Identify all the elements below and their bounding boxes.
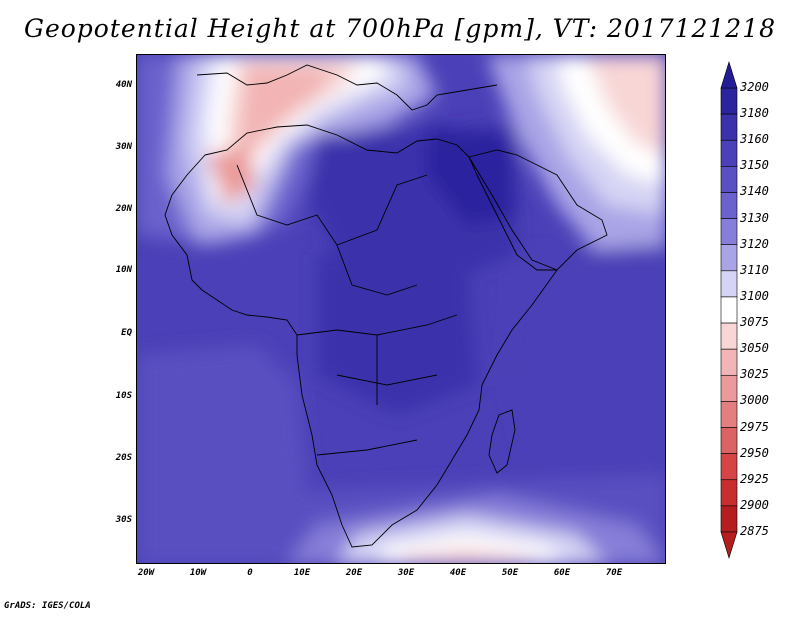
colorbar-label: 3050 xyxy=(740,341,769,356)
colorbar-segment xyxy=(720,296,738,324)
colorbar-segment xyxy=(720,113,738,141)
colorbar-bottom-arrow xyxy=(720,531,738,560)
lat-label-eq: EQ xyxy=(121,328,132,338)
contour-fill-layer xyxy=(137,55,665,563)
colorbar-label: 3200 xyxy=(740,80,769,94)
colorbar-label: 3100 xyxy=(740,288,769,303)
colorbar-segment xyxy=(720,218,738,246)
africa-coastline xyxy=(164,124,558,548)
colorbar-label: 3180 xyxy=(740,106,769,121)
lat-label-10n: 10N xyxy=(115,265,132,275)
lat-label-20s: 20S xyxy=(115,453,132,463)
lat-label-40n: 40N xyxy=(115,80,132,90)
colorbar-label: 3110 xyxy=(740,262,769,277)
colorbar-segment xyxy=(720,244,738,272)
lon-label-20w: 20W xyxy=(137,568,155,578)
colorbar-segment xyxy=(720,166,738,193)
lat-label-30s: 30S xyxy=(115,515,132,525)
lat-label-30n: 30N xyxy=(115,142,132,152)
lon-label-50e: 50E xyxy=(501,568,519,578)
colorbar-label: 3140 xyxy=(740,184,769,199)
colorbar-top-arrow xyxy=(720,60,738,89)
colorbar-label: 2950 xyxy=(740,445,769,460)
colorbar-label: 2925 xyxy=(740,471,769,486)
colorbar-segment xyxy=(720,374,738,402)
colorbar-segment xyxy=(720,322,738,350)
colorbar-segment xyxy=(720,401,738,428)
colorbar-label: 3075 xyxy=(740,315,769,330)
lon-label-40e: 40E xyxy=(449,568,467,578)
grads-credit: GrADS: IGES/COLA xyxy=(4,601,91,611)
colorbar-segment xyxy=(720,453,738,481)
colorbar-segment xyxy=(720,139,738,167)
map-title: Geopotential Height at 700hPa [gpm], VT:… xyxy=(23,14,777,43)
lon-label-10w: 10W xyxy=(189,568,207,578)
geopotential-field xyxy=(137,55,665,563)
country-borders xyxy=(236,164,458,456)
lon-label-20e: 20E xyxy=(345,568,363,578)
colorbar-segment xyxy=(720,479,738,507)
map-panel xyxy=(136,54,666,564)
madagascar-coastline xyxy=(488,409,516,474)
colorbar-label: 2900 xyxy=(740,497,769,512)
arabia-coastline xyxy=(468,149,608,271)
colorbar-segment xyxy=(720,87,738,115)
colorbar-label: 3120 xyxy=(740,236,769,251)
colorbar-label: 3150 xyxy=(740,158,769,173)
lat-label-20n: 20N xyxy=(115,204,132,214)
lon-label-60e: 60E xyxy=(553,568,571,578)
colorbar-segment xyxy=(720,270,738,298)
colorbar-segment xyxy=(720,505,738,533)
colorbar-label: 3160 xyxy=(740,132,769,147)
lon-label-70e: 70E xyxy=(605,568,623,578)
colorbar-label: 3130 xyxy=(740,210,769,225)
colorbar-label: 3000 xyxy=(740,393,769,408)
europe-coastline xyxy=(196,64,498,111)
lon-label-0: 0 xyxy=(247,568,253,578)
colorbar-segment xyxy=(720,192,738,219)
lon-label-30e: 30E xyxy=(397,568,415,578)
colorbar-segment xyxy=(720,348,738,376)
colorbar-segment xyxy=(720,427,738,454)
lat-label-10s: 10S xyxy=(115,391,132,401)
coastline-layer xyxy=(164,64,608,548)
colorbar-label: 2875 xyxy=(740,524,769,538)
colorbar-label: 2975 xyxy=(740,419,769,434)
lon-label-10e: 10E xyxy=(293,568,311,578)
colorbar-label: 3025 xyxy=(740,367,769,382)
